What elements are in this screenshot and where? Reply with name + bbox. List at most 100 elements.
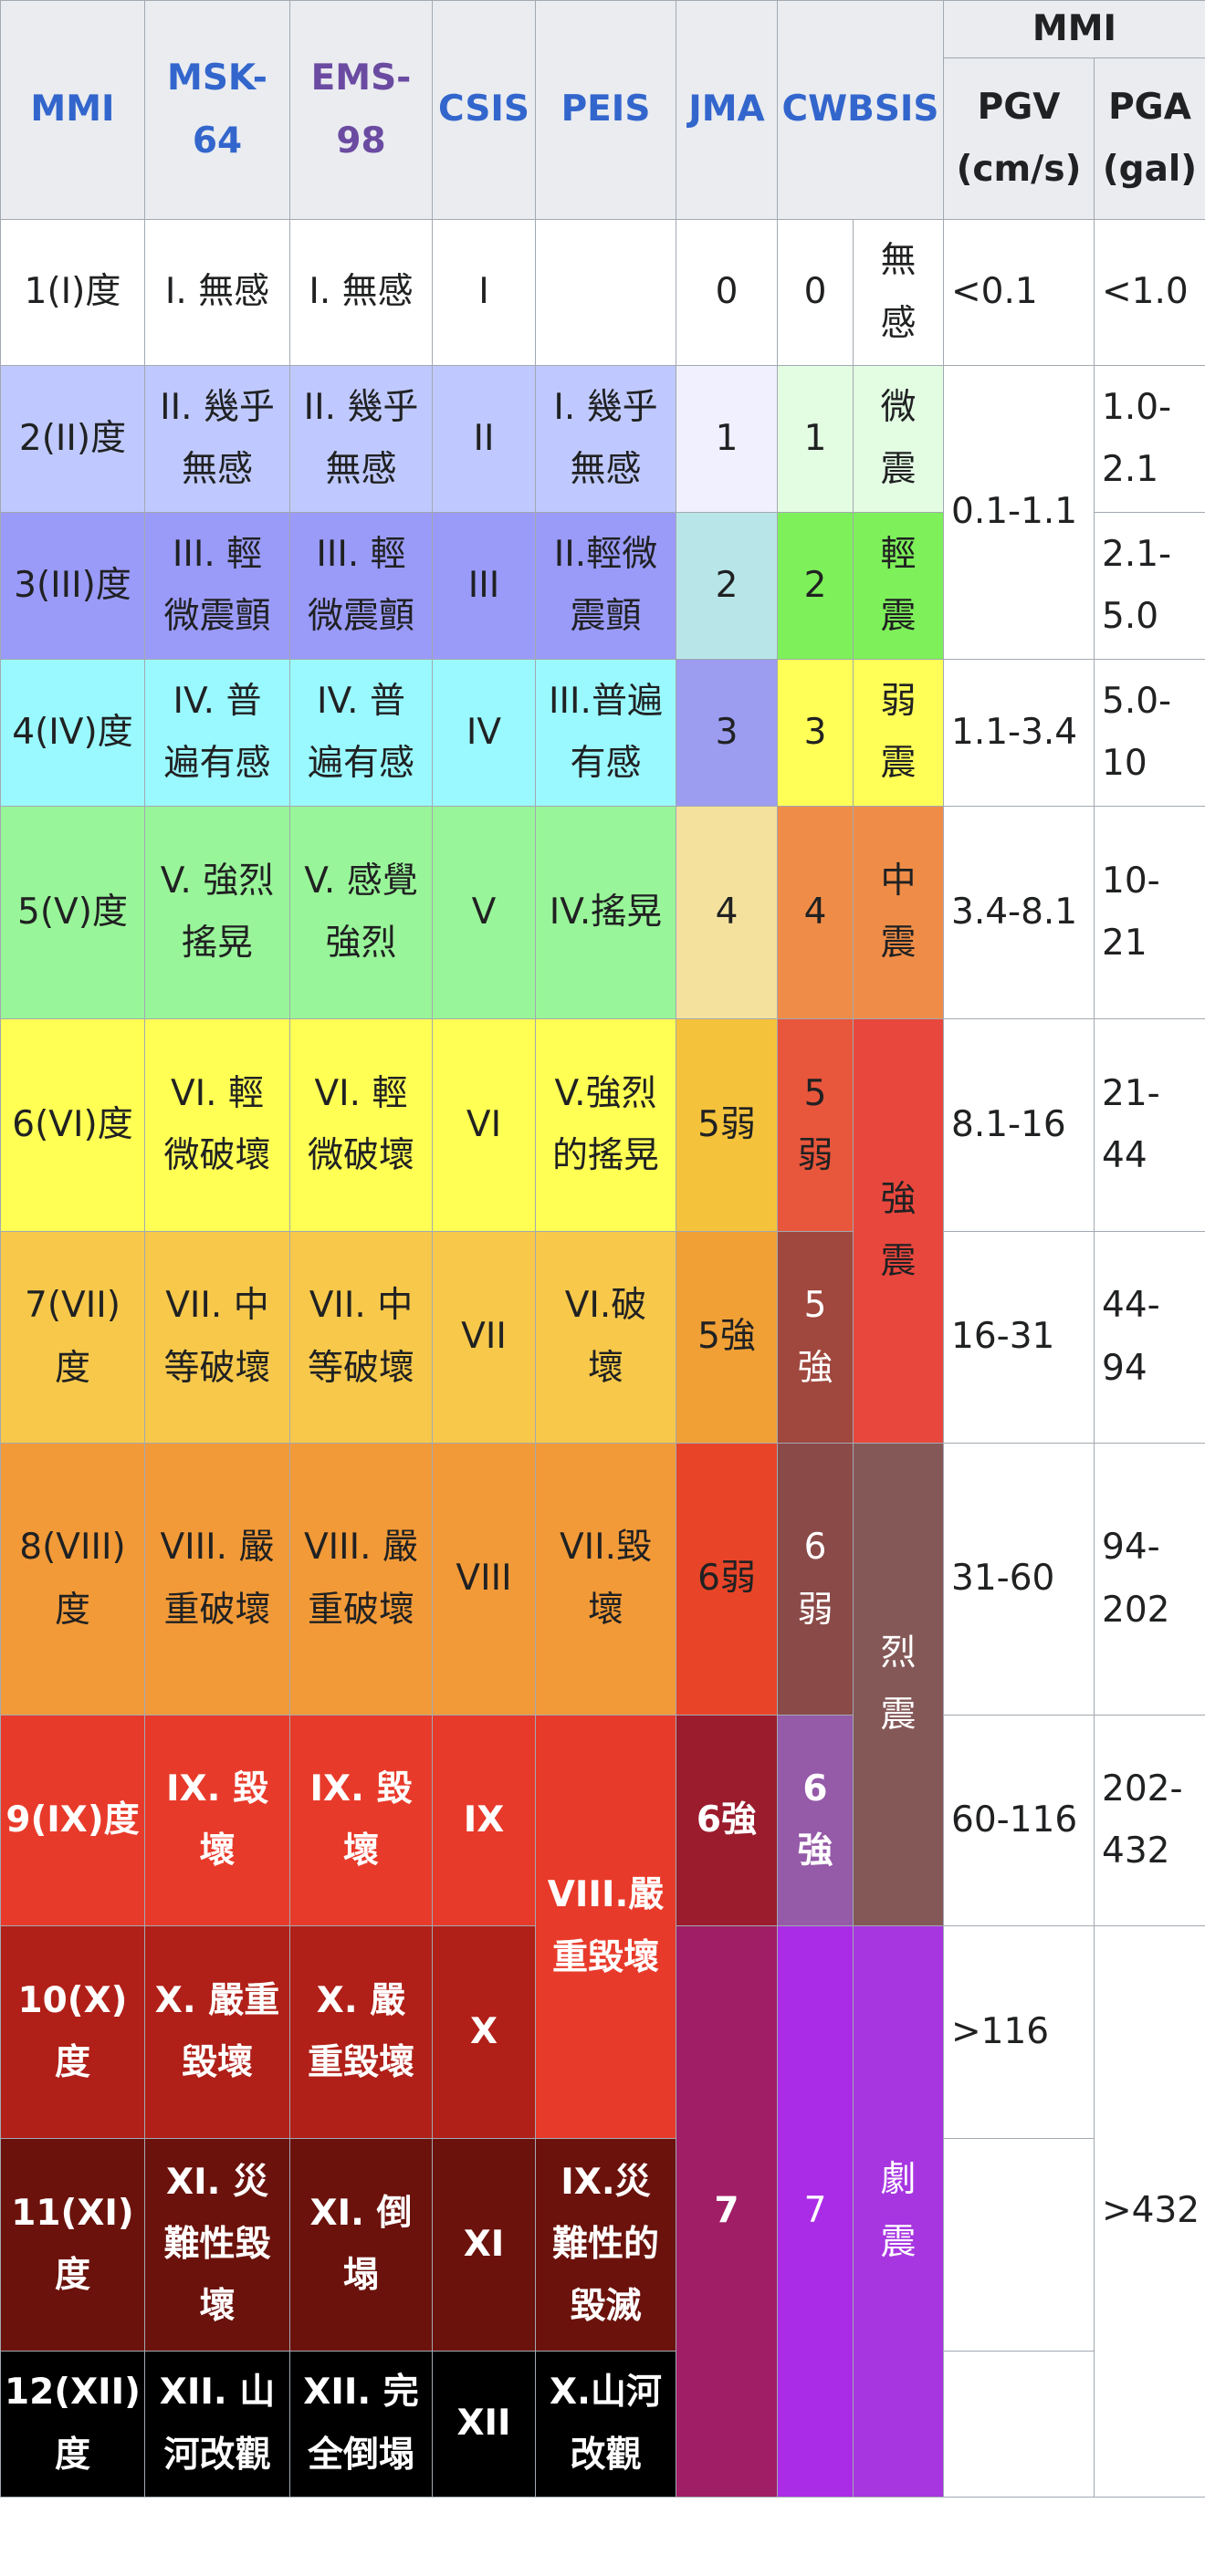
row5-pga: 10-21 [1094,806,1205,1019]
row9-msk64: IX. 毀 壞 [144,1715,290,1926]
row3-mmi: 3(III)度 [0,512,145,660]
row1-csis: I [432,219,536,366]
row6-ems98: VI. 輕 微破壞 [289,1018,433,1232]
row8-ems98: VIII. 嚴 重破壞 [289,1443,433,1716]
row4-jma: 3 [676,659,778,807]
row5-cwbsis-level: 4 [777,806,854,1019]
header-mmi-group: MMI [943,0,1205,58]
row9-pga: 202- 432 [1094,1715,1205,1926]
row4-ems98: IV. 普 遍有感 [289,659,433,807]
row10-ems98: X. 嚴 重毀壞 [289,1925,433,2139]
row8-csis: VIII [432,1443,536,1716]
row4-pgv: 1.1-3.4 [943,659,1095,807]
row2-peis: I. 幾乎 無感 [535,365,676,513]
row3-pga: 2.1- 5.0 [1094,512,1205,660]
row5-csis: V [432,806,536,1019]
jma-merged-10-12: 7 [676,1925,778,2498]
row7-jma: 5強 [676,1231,778,1444]
row5-mmi: 5(V)度 [0,806,145,1019]
row9-cwbsis-level: 6 強 [777,1715,854,1926]
row10-msk64: X. 嚴重 毀壞 [144,1925,290,2139]
header-csis: CSIS [432,0,536,220]
cwbsis-word-merged-6-7: 強 震 [853,1018,944,1444]
row1-pga: <1.0 [1094,219,1205,366]
row2-cwbsis-level: 1 [777,365,854,513]
row6-peis: V.強烈 的搖晃 [535,1018,676,1232]
row11-pgv [943,2138,1095,2352]
row7-mmi: 7(VII) 度 [0,1231,145,1444]
row7-pgv: 16-31 [943,1231,1095,1444]
row2-mmi: 2(II)度 [0,365,145,513]
row3-cwbsis-level: 2 [777,512,854,660]
row12-mmi: 12(XII) 度 [0,2351,145,2498]
row8-pgv: 31-60 [943,1443,1095,1716]
row10-pgv: >116 [943,1925,1095,2139]
header-ems98: EMS- 98 [289,0,433,220]
row3-jma: 2 [676,512,778,660]
row8-mmi: 8(VIII) 度 [0,1443,145,1716]
row6-pgv: 8.1-16 [943,1018,1095,1232]
row7-csis: VII [432,1231,536,1444]
cwbsis-level-merged-10-12: 7 [777,1925,854,2498]
row9-ems98: IX. 毀 壞 [289,1715,433,1926]
row1-mmi: 1(I)度 [0,219,145,366]
header-mmi: MMI [0,0,145,220]
row8-msk64: VIII. 嚴 重破壞 [144,1443,290,1716]
row5-ems98: V. 感覺 強烈 [289,806,433,1019]
row6-csis: VI [432,1018,536,1232]
row2-msk64: II. 幾乎 無感 [144,365,290,513]
row8-pga: 94- 202 [1094,1443,1205,1716]
row12-csis: XII [432,2351,536,2498]
header-msk64: MSK- 64 [144,0,290,220]
row1-cwbsis-word: 無 感 [853,219,944,366]
header-cwbsis: CWBSIS [777,0,944,220]
pgv-merged-2-3: 0.1-1.1 [943,365,1095,660]
header-peis: PEIS [535,0,676,220]
row12-ems98: XII. 完 全倒塌 [289,2351,433,2498]
row2-cwbsis-word: 微 震 [853,365,944,513]
header-pga: PGA (gal) [1094,57,1205,220]
row6-jma: 5弱 [676,1018,778,1232]
row1-cwbsis-level: 0 [777,219,854,366]
row3-ems98: III. 輕 微震顫 [289,512,433,660]
row4-mmi: 4(IV)度 [0,659,145,807]
row11-peis: IX.災 難性的 毀滅 [535,2138,676,2352]
row12-peis: X.山河 改觀 [535,2351,676,2498]
row3-msk64: III. 輕 微震顫 [144,512,290,660]
cwbsis-word-merged-8-9: 烈 震 [853,1443,944,1926]
row6-cwbsis-level: 5 弱 [777,1018,854,1232]
row1-msk64: I. 無感 [144,219,290,366]
row7-msk64: VII. 中 等破壞 [144,1231,290,1444]
row5-jma: 4 [676,806,778,1019]
row4-peis: III.普遍 有感 [535,659,676,807]
row5-msk64: V. 強烈 搖晃 [144,806,290,1019]
row4-cwbsis-word: 弱 震 [853,659,944,807]
row7-pga: 44-94 [1094,1231,1205,1444]
row9-csis: IX [432,1715,536,1926]
row8-peis: VII.毀 壞 [535,1443,676,1716]
row2-jma: 1 [676,365,778,513]
row7-cwbsis-level: 5 強 [777,1231,854,1444]
row10-csis: X [432,1925,536,2139]
row11-csis: XI [432,2138,536,2352]
row7-ems98: VII. 中 等破壞 [289,1231,433,1444]
row6-msk64: VI. 輕 微破壞 [144,1018,290,1232]
row1-ems98: I. 無感 [289,219,433,366]
row12-pgv [943,2351,1095,2498]
row6-mmi: 6(VI)度 [0,1018,145,1232]
row8-cwbsis-level: 6 弱 [777,1443,854,1716]
row5-cwbsis-word: 中 震 [853,806,944,1019]
row7-peis: VI.破 壞 [535,1231,676,1444]
cwbsis-word-merged-10-12: 劇 震 [853,1925,944,2498]
row1-jma: 0 [676,219,778,366]
row2-pga: 1.0- 2.1 [1094,365,1205,513]
row9-pgv: 60-116 [943,1715,1095,1926]
row11-mmi: 11(XI) 度 [0,2138,145,2352]
row5-pgv: 3.4-8.1 [943,806,1095,1019]
row3-csis: III [432,512,536,660]
row1-peis [535,219,676,366]
row12-msk64: XII. 山 河改觀 [144,2351,290,2498]
row11-msk64: XI. 災 難性毀 壞 [144,2138,290,2352]
header-jma: JMA [676,0,778,220]
